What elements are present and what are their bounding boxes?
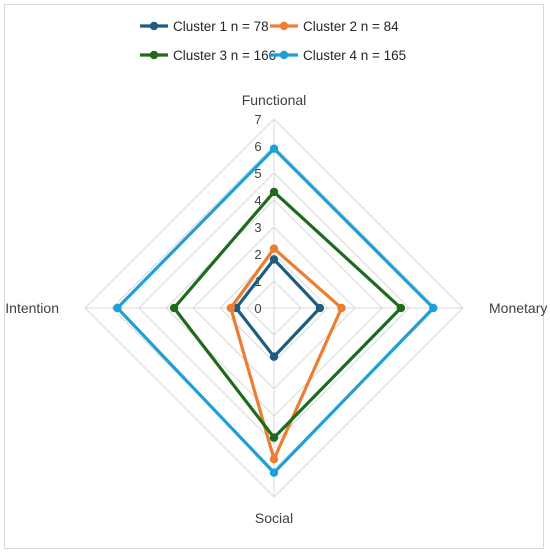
tick-label: 2 xyxy=(254,247,261,262)
tick-label: 4 xyxy=(254,193,261,208)
legend-item-cluster-3: Cluster 3 n = 166 xyxy=(140,48,276,63)
data-point xyxy=(269,455,279,464)
data-point xyxy=(429,303,438,313)
legend-item-cluster-1: Cluster 1 n = 78 xyxy=(140,19,269,34)
data-point xyxy=(269,187,279,197)
series-group xyxy=(113,144,438,477)
data-point xyxy=(337,303,346,313)
series-cluster-3 xyxy=(169,187,406,442)
data-point xyxy=(269,352,279,361)
tick-label: 0 xyxy=(254,301,261,316)
legend-swatch-marker xyxy=(149,21,159,31)
axis-label-social: Social xyxy=(255,510,293,526)
data-point xyxy=(269,433,279,442)
series-line xyxy=(115,147,435,475)
axis-label-monetary: Monetary xyxy=(489,300,547,316)
data-point xyxy=(113,303,122,313)
tick-label: 3 xyxy=(254,220,261,235)
series-cluster-4 xyxy=(113,144,438,477)
series-line xyxy=(172,190,403,440)
legend-swatch-marker xyxy=(279,21,289,31)
series-cluster-2 xyxy=(226,244,346,464)
legend: Cluster 1 n = 78 Cluster 2 n = 84 Cluster … xyxy=(140,19,406,63)
legend-swatch-marker xyxy=(279,50,289,60)
data-point xyxy=(315,303,325,313)
legend-label: Cluster 3 n = 166 xyxy=(173,48,276,63)
data-point xyxy=(269,468,279,477)
legend-label: Cluster 2 n = 84 xyxy=(303,19,399,34)
data-point xyxy=(169,303,179,313)
data-point xyxy=(269,244,279,253)
legend-swatch-marker xyxy=(149,50,159,60)
tick-label: 5 xyxy=(254,166,261,181)
legend-label: Cluster 1 n = 78 xyxy=(173,19,269,34)
data-point xyxy=(269,144,279,153)
axis-label-intention: Intention xyxy=(5,300,59,316)
axis-labels: Functional Monetary Social Intention xyxy=(5,92,547,526)
series-cluster-1 xyxy=(232,255,325,361)
axis-label-functional: Functional xyxy=(242,92,307,108)
data-point xyxy=(269,255,279,264)
legend-item-cluster-2: Cluster 2 n = 84 xyxy=(270,19,399,34)
data-point xyxy=(226,303,235,313)
legend-label: Cluster 4 n = 165 xyxy=(303,48,406,63)
legend-item-cluster-4: Cluster 4 n = 165 xyxy=(270,48,406,63)
data-point xyxy=(396,303,406,313)
tick-label: 7 xyxy=(254,112,261,127)
tick-label: 6 xyxy=(254,139,261,154)
